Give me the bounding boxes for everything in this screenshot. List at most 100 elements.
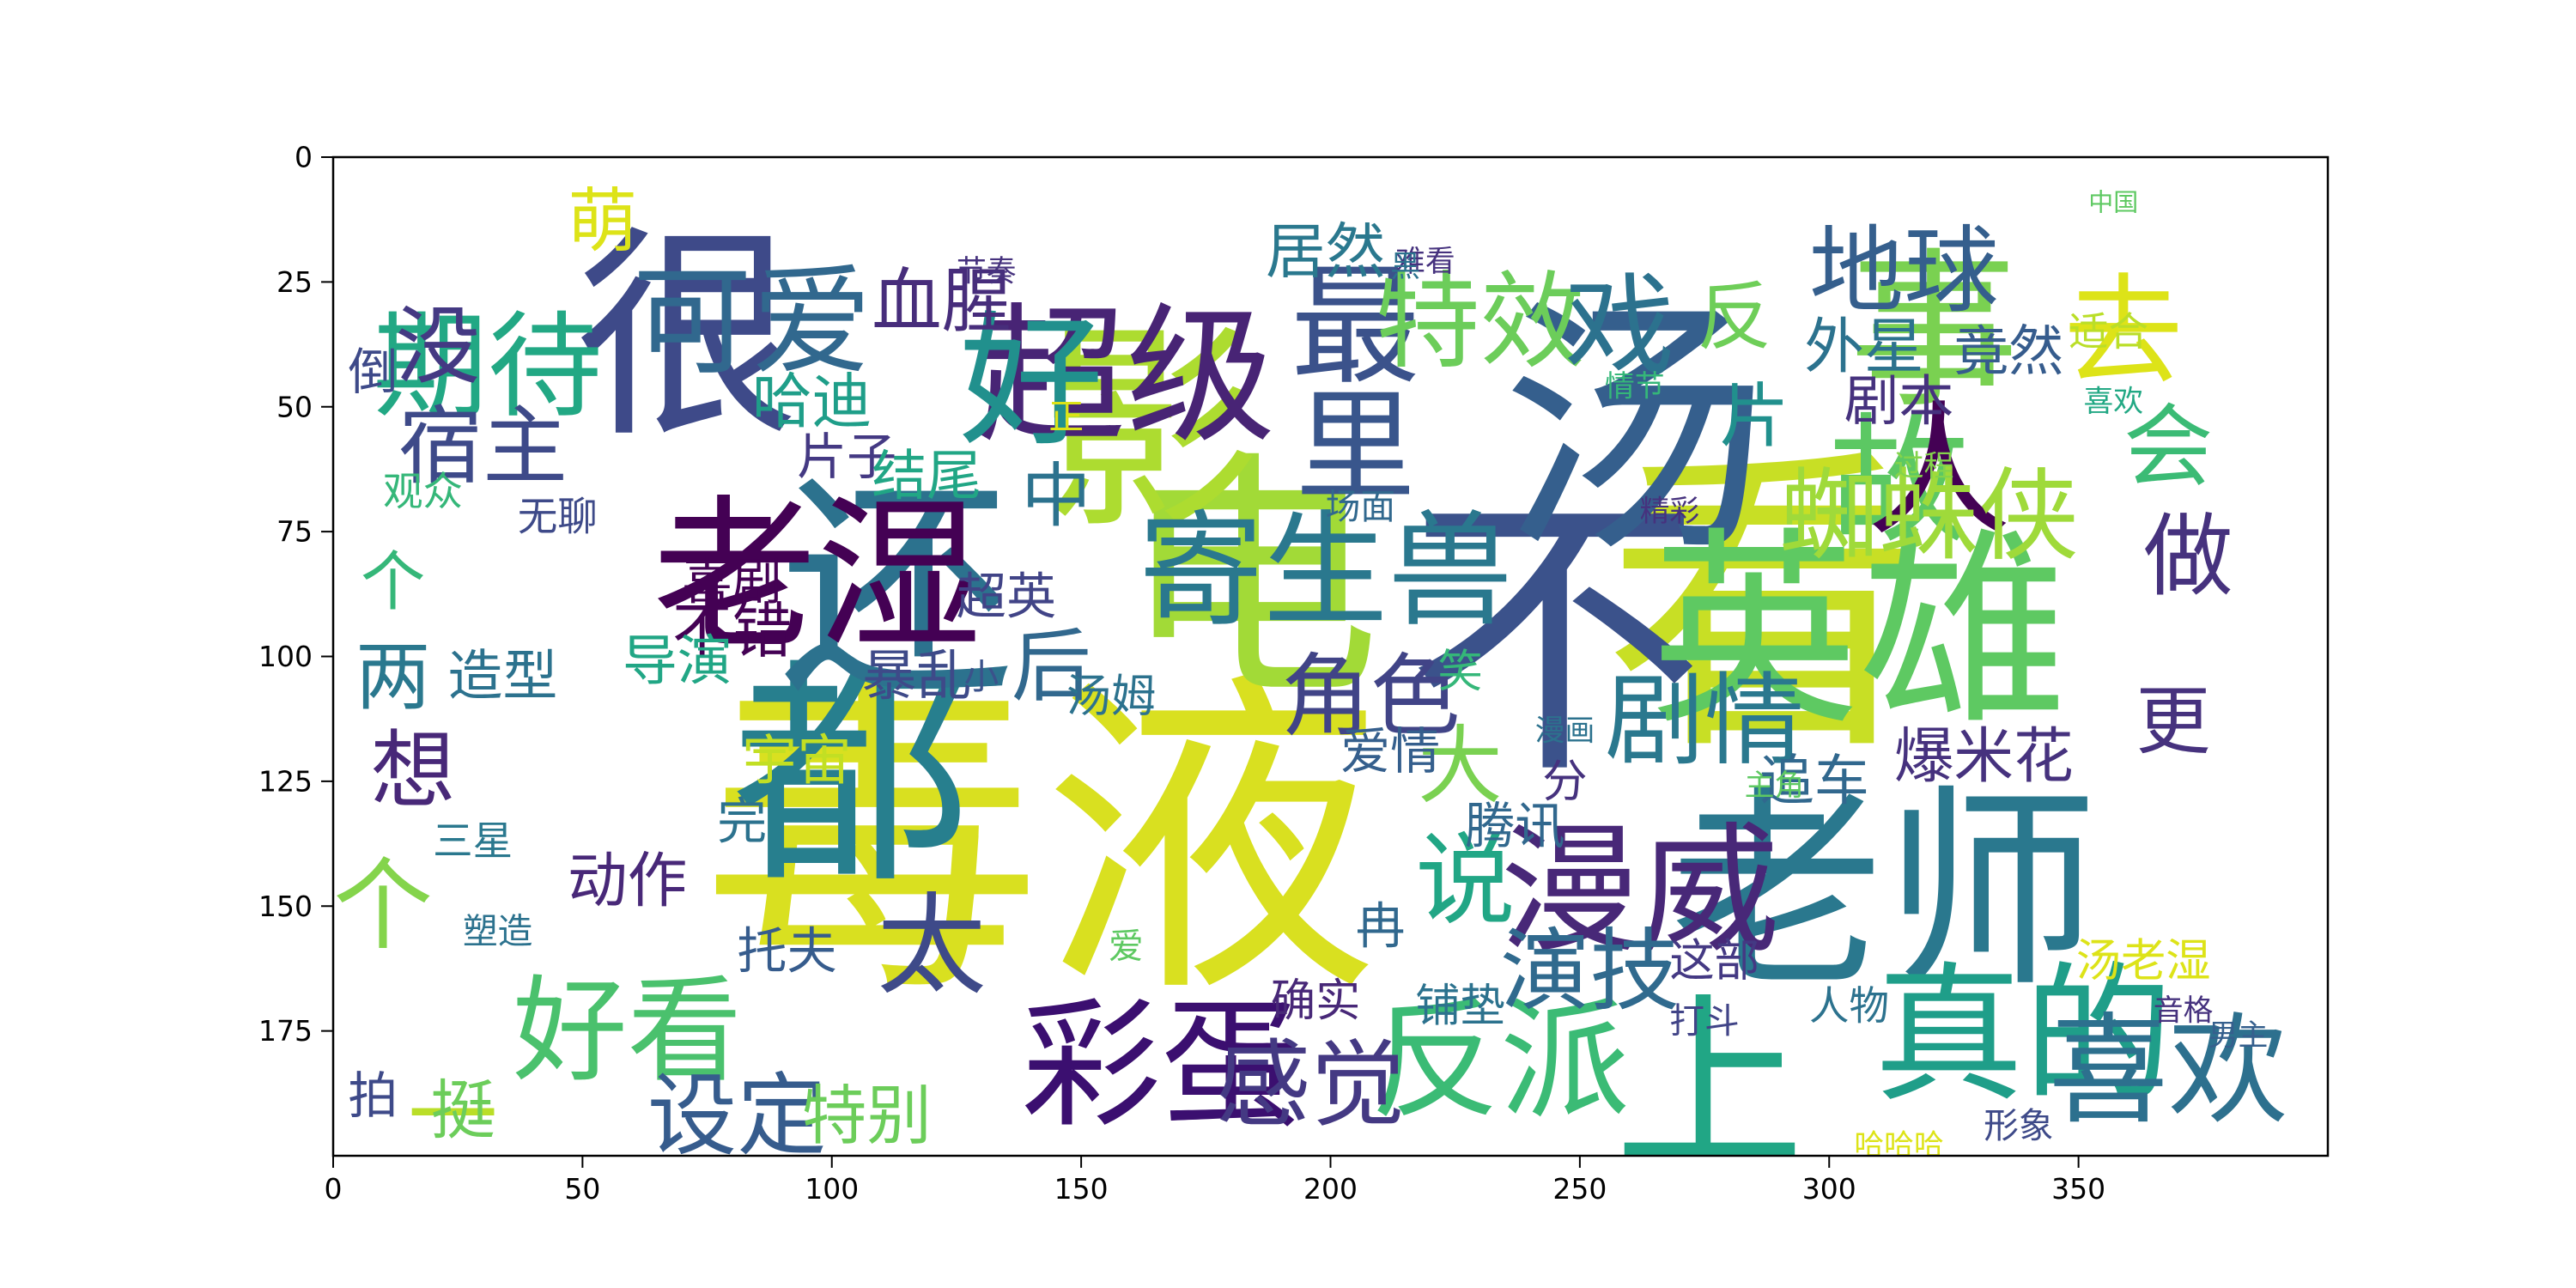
word-41: 说 [1415, 823, 1515, 939]
word-97: 塑造 [463, 910, 532, 951]
word-27: 里 [1296, 377, 1415, 516]
word-74: 腾讯 [1465, 797, 1564, 855]
word-84: 特别 [802, 1078, 932, 1153]
word-49: 哈迪 [752, 367, 872, 436]
word-69: 暴乱 [862, 645, 972, 708]
word-91: 分 [1542, 755, 1587, 807]
word-67: 宇宙 [742, 730, 852, 793]
x-tick-label-4: 200 [1303, 1172, 1358, 1206]
word-55: 剧本 [1844, 370, 1954, 434]
word-63: 想 [371, 722, 456, 821]
word-29: 蜘蛛侠 [1779, 459, 2079, 574]
word-50: 中 [1021, 456, 1091, 537]
word-28: 好看 [513, 964, 742, 1098]
word-9: 老师 [1669, 766, 2098, 1016]
word-59: 喜剧 [682, 552, 781, 611]
word-40: 太 [877, 882, 987, 1010]
word-89: 汤老湿 [2076, 935, 2211, 987]
word-73: 笑 [1437, 645, 1482, 697]
x-tick-label-0: 0 [325, 1172, 343, 1206]
word-71: 汤姆 [1066, 671, 1157, 723]
word-53: 外星 [1804, 312, 1923, 381]
word-64: 个 [333, 848, 433, 964]
word-81: 一 [408, 1063, 498, 1168]
y-tick-label-5: 125 [258, 764, 313, 798]
word-11: 老湿 [653, 481, 981, 672]
word-12: 上 [1615, 975, 1805, 1196]
word-65: 造型 [448, 645, 558, 708]
word-54: 竟然 [1953, 320, 2063, 384]
word-57: 片子 [797, 428, 896, 486]
word-70: 后 [1012, 620, 1091, 713]
word-33: 去 [2063, 263, 2183, 402]
word-112: 黑 [1390, 250, 1420, 284]
word-95: 拍 [348, 1066, 398, 1125]
word-17: 漫威 [1500, 810, 1779, 972]
word-100: 男主 [2208, 1018, 2269, 1053]
word-68: 超英 [957, 568, 1056, 626]
word-42: 大 [1418, 717, 1503, 816]
word-22: 寄生兽 [1139, 499, 1513, 644]
x-tick-label-5: 250 [1552, 1172, 1607, 1206]
word-108: 节奏 [957, 255, 1017, 289]
word-79: 完 [717, 792, 767, 850]
y-axis: 0 25 50 75 100 125 150 175 [258, 141, 333, 1048]
word-16: 人 [1867, 387, 2011, 556]
word-8: 影 [1042, 304, 1261, 559]
word-82: 挺 [430, 1073, 495, 1149]
word-46: 萌 [568, 182, 637, 263]
word-7: 很 [575, 206, 799, 468]
word-85: 冉 [1356, 897, 1406, 956]
word-86: 这部 [1669, 935, 1759, 987]
word-78: 动作 [568, 847, 687, 916]
word-18: 反派 [1370, 986, 1630, 1137]
word-102: 漫画 [1535, 714, 1595, 749]
word-23: 可爱 [632, 252, 872, 392]
word-113: 中国 [2088, 187, 2138, 216]
word-30: 剧情 [1605, 664, 1804, 780]
word-44: 没 [396, 297, 481, 396]
word-10: 英雄 [1649, 509, 2069, 753]
word-45: 宿主 [398, 398, 568, 496]
word-96: 场面 [1326, 486, 1395, 527]
y-tick-label-4: 100 [258, 640, 313, 673]
word-76: 爆米花 [1894, 721, 2074, 791]
word-101: 主角 [1745, 769, 1805, 804]
plot-background [333, 157, 2328, 1156]
word-26: 最 [1291, 252, 1420, 403]
word-51: 片 [1719, 376, 1789, 457]
word-87: 确实 [1271, 975, 1361, 1027]
word-52: 反 [1697, 273, 1771, 361]
word-37: 感觉 [1216, 1031, 1406, 1141]
word-6: 还 [780, 455, 1014, 727]
word-32: 戏 [1564, 263, 1674, 391]
word-72: 爱情 [1340, 722, 1440, 781]
word-58: 结尾 [872, 445, 981, 508]
word-62: 个 [361, 544, 426, 619]
word-24: 期待 [373, 300, 602, 434]
word-38: 设定 [647, 1063, 827, 1168]
x-tick-label-6: 300 [1802, 1172, 1856, 1206]
word-cloud-words: 毒液看不汤电都还很 影老师英雄老湿上 真的事故人漫威反派 喜欢彩蛋超级寄生兽可爱期待好… [333, 182, 2288, 1196]
word-43: 演技 [1500, 919, 1680, 1024]
y-tick-label-3: 75 [276, 515, 313, 549]
x-tick-label-1: 50 [564, 1172, 600, 1206]
word-93: 无聊 [518, 494, 598, 540]
word-111: 爱 [1109, 926, 1144, 967]
word-14: 事 [1849, 234, 2019, 431]
word-19: 喜欢 [2049, 1001, 2288, 1140]
word-15: 故 [1829, 400, 1969, 562]
y-tick-label-2: 50 [276, 390, 313, 423]
y-tick-label-1: 25 [276, 265, 313, 299]
word-31: 特效 [1376, 261, 1585, 383]
word-99: 形象 [1984, 1105, 2053, 1146]
word-5: 都 [732, 637, 972, 916]
word-48: 居然 [1266, 217, 1385, 287]
x-tick-label-7: 350 [2051, 1172, 2105, 1206]
word-3: 汤 [1500, 275, 1770, 588]
word-109: 正 [1048, 396, 1084, 437]
word-92: 观众 [383, 469, 463, 515]
word-106: 难看 [1395, 245, 1455, 279]
word-88: 铺垫 [1415, 980, 1505, 1032]
